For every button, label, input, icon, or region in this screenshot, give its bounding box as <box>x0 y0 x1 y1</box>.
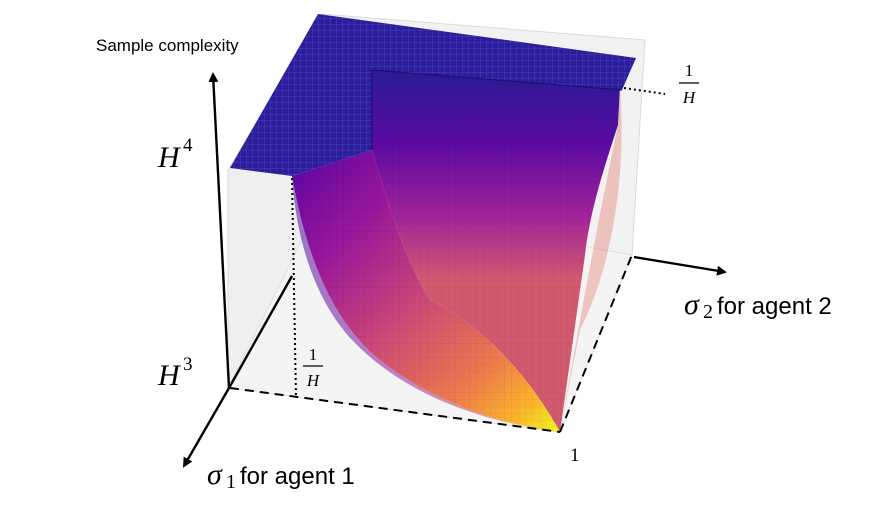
svg-text:4: 4 <box>183 135 193 156</box>
svg-text:H: H <box>157 141 182 174</box>
z-tick-h3: H 3 <box>157 354 193 392</box>
sigma1-tick-fraction: 1 H <box>303 345 323 390</box>
x-axis-label: σ 1 for agent 1 <box>207 458 355 493</box>
z-axis-label: Sample complexity <box>96 36 239 55</box>
svg-text:H: H <box>157 359 182 392</box>
sigma2-guide-line <box>623 87 666 95</box>
svg-text:3: 3 <box>183 354 193 375</box>
x-axis-arrow <box>182 387 231 468</box>
svg-text:σ: σ <box>207 458 223 491</box>
svg-text:for agent 1: for agent 1 <box>240 463 355 490</box>
z-axis-arrow <box>208 72 231 389</box>
x-axis-back-segment <box>227 275 294 389</box>
svg-text:2: 2 <box>703 301 713 323</box>
svg-text:H: H <box>682 88 697 107</box>
svg-text:1: 1 <box>226 471 236 493</box>
sigma1-guide-line <box>291 177 297 399</box>
svg-text:1: 1 <box>309 345 318 364</box>
y-axis-arrow <box>633 255 727 276</box>
floor-boundary <box>229 254 633 433</box>
z-tick-h4: H 4 <box>157 135 193 174</box>
svg-text:H: H <box>306 371 321 390</box>
svg-text:for agent 2: for agent 2 <box>717 293 832 320</box>
sample-complexity-surface <box>230 14 636 432</box>
svg-text:1: 1 <box>685 61 694 80</box>
svg-text:σ: σ <box>684 288 700 321</box>
corner-tick-one: 1 <box>570 445 580 466</box>
sigma2-tick-fraction: 1 H <box>679 61 699 107</box>
y-axis-label: σ 2 for agent 2 <box>684 288 832 323</box>
